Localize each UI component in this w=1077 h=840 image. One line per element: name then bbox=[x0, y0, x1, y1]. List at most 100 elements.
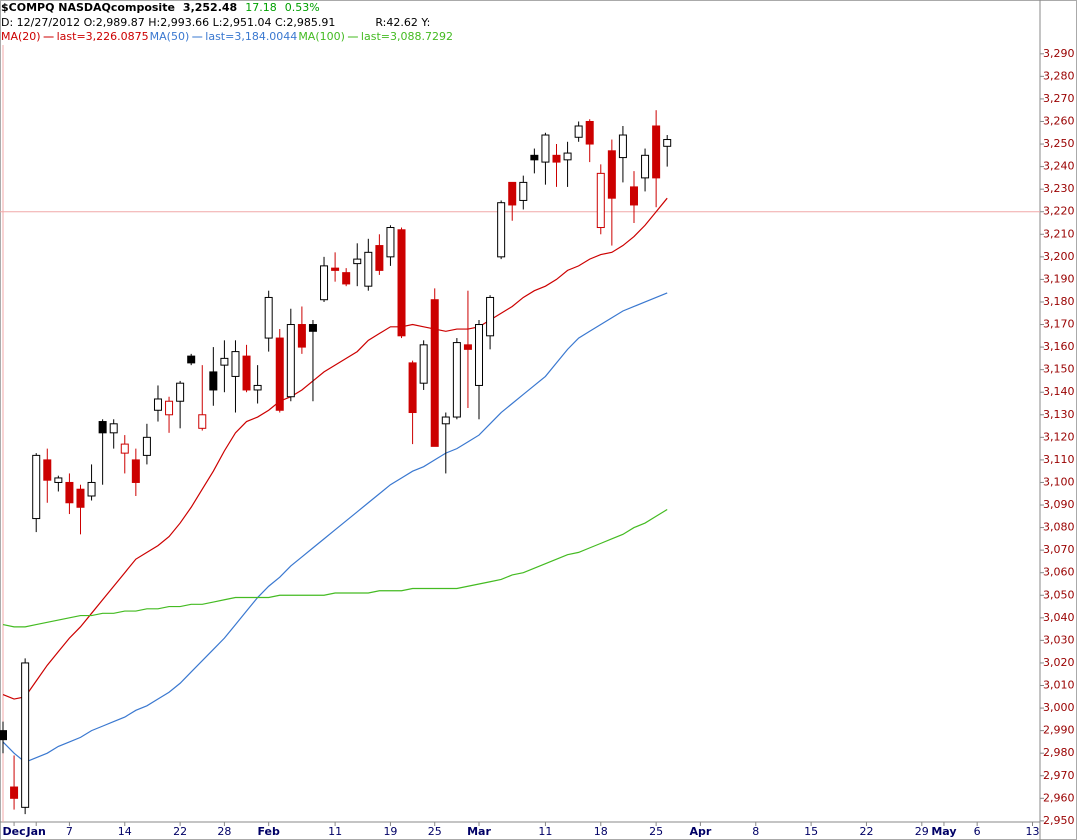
y-tick-label: 3,240 bbox=[1043, 160, 1075, 173]
candle-body bbox=[76, 488, 85, 508]
y-tick-label: 3,250 bbox=[1043, 137, 1075, 150]
y-tick-label: 3,140 bbox=[1043, 385, 1075, 398]
symbol: $COMPQ NASDAQcomposite bbox=[1, 1, 175, 14]
x-tick-label: Apr bbox=[690, 825, 712, 838]
candle-body bbox=[131, 459, 140, 483]
candle-body bbox=[153, 398, 162, 411]
x-tick-label: 15 bbox=[804, 825, 818, 838]
candle-body bbox=[297, 324, 306, 348]
x-tick-label: 29 bbox=[915, 825, 929, 838]
y-tick-label: 3,210 bbox=[1043, 227, 1075, 240]
candle-body bbox=[386, 227, 395, 258]
candle-body bbox=[65, 481, 74, 504]
y-tick-label: 3,100 bbox=[1043, 475, 1075, 488]
x-tick-label: 7 bbox=[66, 825, 73, 838]
x-tick-label: May bbox=[931, 825, 956, 838]
y-tick-label: 3,190 bbox=[1043, 272, 1075, 285]
candle-body bbox=[43, 459, 52, 481]
candle-body bbox=[198, 414, 207, 429]
candle-body bbox=[441, 416, 450, 425]
candle-body bbox=[353, 258, 362, 265]
candle-body bbox=[663, 139, 672, 147]
y-tick-label: 3,280 bbox=[1043, 69, 1075, 82]
change: 17.18 bbox=[245, 1, 277, 14]
y-tick-label: 3,170 bbox=[1043, 318, 1075, 331]
candle-body bbox=[497, 202, 506, 258]
y-tick-label: 3,270 bbox=[1043, 92, 1075, 105]
candle-body bbox=[209, 371, 218, 391]
y-tick-label: 3,230 bbox=[1043, 182, 1075, 195]
candle-body bbox=[331, 267, 340, 271]
x-tick-label: Dec bbox=[3, 825, 26, 838]
y-tick-label: 3,000 bbox=[1043, 701, 1075, 714]
x-tick-label: 22 bbox=[173, 825, 187, 838]
candle-body bbox=[98, 421, 107, 434]
candle-body bbox=[607, 150, 616, 199]
x-tick-label: 13 bbox=[1026, 825, 1040, 838]
candle-body bbox=[452, 342, 461, 418]
legend-name: MA(50) bbox=[150, 30, 190, 43]
candle-body bbox=[10, 786, 19, 799]
candle-body bbox=[176, 382, 185, 402]
x-tick-label: 11 bbox=[538, 825, 552, 838]
candle-body bbox=[142, 436, 151, 456]
candle-body bbox=[486, 296, 495, 337]
candle-body bbox=[629, 186, 638, 206]
legend-value: last=3,226.0875 bbox=[57, 30, 149, 43]
r-info: R:42.62 Y: bbox=[375, 16, 430, 29]
candle-body bbox=[320, 265, 329, 301]
candle-body bbox=[32, 454, 41, 520]
ma-line bbox=[2, 509, 668, 628]
candle-body bbox=[408, 362, 417, 414]
y-tick-label: 2,990 bbox=[1043, 724, 1075, 737]
y-tick-label: 3,070 bbox=[1043, 543, 1075, 556]
candle-body bbox=[641, 154, 650, 179]
candle-body bbox=[375, 245, 384, 271]
ma-line bbox=[2, 292, 668, 763]
x-tick-label: 18 bbox=[594, 825, 608, 838]
candle-body bbox=[231, 351, 240, 377]
x-tick-label: Jan bbox=[26, 825, 46, 838]
legend-name: MA(20) bbox=[1, 30, 41, 43]
legend-value: last=3,088.7292 bbox=[361, 30, 453, 43]
y-tick-label: 2,970 bbox=[1043, 769, 1075, 782]
candle-body bbox=[552, 154, 561, 163]
candle-body bbox=[430, 299, 439, 447]
candle-body bbox=[187, 355, 196, 364]
y-tick-label: 3,200 bbox=[1043, 250, 1075, 263]
candle-body bbox=[308, 324, 317, 332]
y-tick-label: 3,090 bbox=[1043, 498, 1075, 511]
x-tick-label: 28 bbox=[217, 825, 231, 838]
change-pct: 0.53% bbox=[285, 1, 320, 14]
x-tick-label: 25 bbox=[649, 825, 663, 838]
legend-name: MA(100) bbox=[298, 30, 345, 43]
x-tick-label: 19 bbox=[383, 825, 397, 838]
candle-body bbox=[242, 355, 251, 391]
candle-body bbox=[275, 337, 284, 411]
candle-body bbox=[652, 125, 661, 179]
ma-line bbox=[2, 197, 668, 700]
x-tick-label: 6 bbox=[974, 825, 981, 838]
candle-body bbox=[419, 344, 428, 384]
y-tick-label: 3,290 bbox=[1043, 47, 1075, 60]
x-tick-label: 8 bbox=[752, 825, 759, 838]
y-tick-label: 3,180 bbox=[1043, 295, 1075, 308]
y-tick-label: 3,260 bbox=[1043, 114, 1075, 127]
y-tick-label: 3,060 bbox=[1043, 566, 1075, 579]
legend-value: last=3,184.0044 bbox=[205, 30, 297, 43]
y-tick-label: 3,030 bbox=[1043, 633, 1075, 646]
candle-body bbox=[519, 181, 528, 201]
candle-body bbox=[120, 443, 129, 454]
candle-body bbox=[585, 120, 594, 145]
candle-body bbox=[342, 272, 351, 285]
y-tick-label: 3,020 bbox=[1043, 656, 1075, 669]
y-tick-label: 2,950 bbox=[1043, 814, 1075, 827]
ohlc-info: D: 12/27/2012 O:2,989.87 H:2,993.66 L:2,… bbox=[1, 16, 335, 29]
y-tick-label: 3,010 bbox=[1043, 679, 1075, 692]
candle-body bbox=[541, 134, 550, 163]
y-tick-label: 2,960 bbox=[1043, 791, 1075, 804]
candle-body bbox=[264, 296, 273, 339]
candle-body bbox=[508, 181, 517, 206]
y-tick-label: 3,150 bbox=[1043, 363, 1075, 376]
